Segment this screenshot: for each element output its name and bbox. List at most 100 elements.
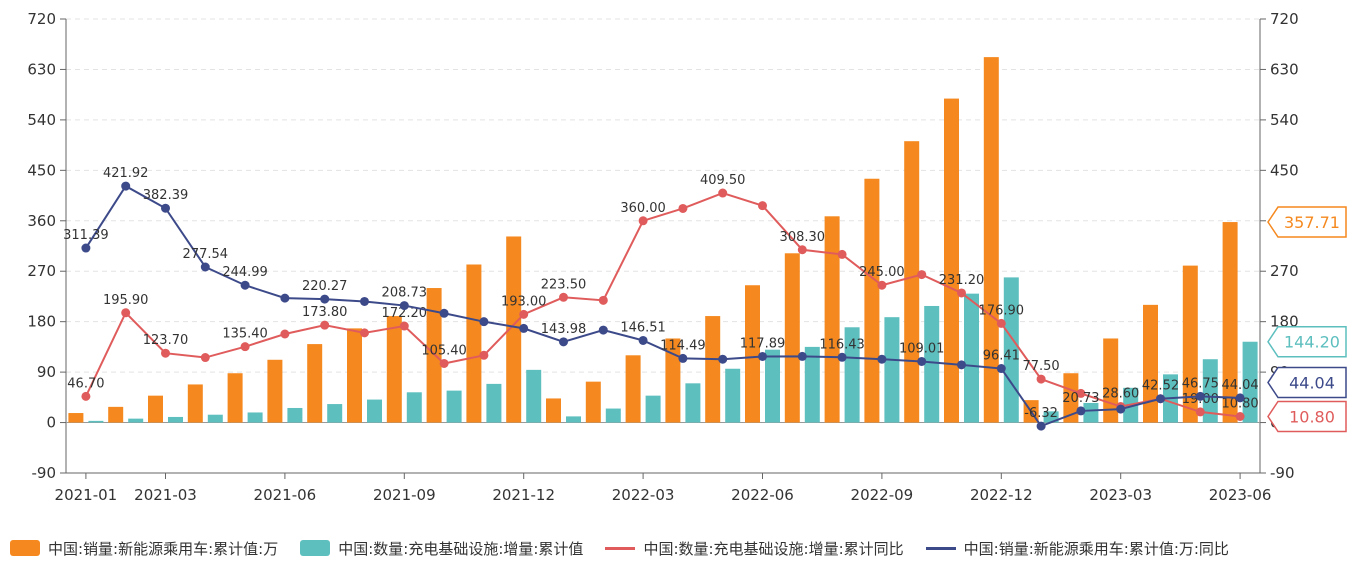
point-sales-yoy bbox=[718, 354, 728, 364]
y-tick-label-left: 360 bbox=[27, 212, 56, 230]
bar-sales bbox=[1222, 222, 1238, 423]
end-badge-box bbox=[1267, 206, 1347, 238]
line-sales-yoy bbox=[85, 184, 1241, 428]
end-badge-box bbox=[1267, 325, 1347, 358]
bar-charging bbox=[367, 399, 382, 423]
end-badge-value: 44.04 bbox=[1289, 374, 1335, 393]
legend-swatch-sales-yoy bbox=[925, 546, 956, 550]
legend-swatch-charging bbox=[300, 540, 331, 556]
bar-charging bbox=[605, 408, 621, 423]
point-charging-yoy bbox=[1195, 407, 1205, 417]
point-sales-yoy bbox=[917, 356, 927, 366]
data-label-charging-yoy: 10.80 bbox=[1221, 397, 1258, 412]
point-charging-yoy bbox=[399, 321, 409, 331]
bar-charging bbox=[964, 293, 979, 423]
data-label-charging-yoy: 308.30 bbox=[780, 230, 826, 245]
bar-charging bbox=[247, 412, 263, 423]
y-tick-label-left: 270 bbox=[27, 262, 56, 280]
point-charging-yoy bbox=[519, 309, 529, 319]
legend-item-sales-yoy-line[interactable]: 中国:销量:新能源乘用车:累计值:万:同比 bbox=[925, 538, 1229, 559]
bar-charging bbox=[486, 383, 502, 423]
bar-charging bbox=[804, 346, 820, 423]
bar-charging bbox=[1242, 341, 1258, 423]
point-sales-yoy bbox=[320, 294, 330, 304]
bar-sales bbox=[1182, 265, 1198, 423]
x-tick-label: 2021-06 bbox=[254, 486, 317, 504]
bar-sales bbox=[187, 384, 203, 423]
y-tick-label-left: 0 bbox=[46, 414, 56, 432]
x-tick-label: 2023-06 bbox=[1209, 486, 1272, 504]
data-label-charging-yoy: 176.90 bbox=[979, 303, 1025, 318]
bar-charging bbox=[765, 349, 780, 423]
y-tick-label-right: 270 bbox=[1270, 262, 1299, 280]
x-tick-label: 2021-01 bbox=[55, 486, 118, 504]
point-charging-yoy bbox=[1235, 412, 1245, 422]
bar-charging bbox=[446, 390, 462, 423]
data-label-charging-yoy: 195.90 bbox=[103, 293, 149, 308]
data-label-charging-yoy: 245.00 bbox=[859, 265, 905, 280]
y-tick-label-right: 630 bbox=[1270, 60, 1299, 78]
point-charging-yoy bbox=[718, 188, 728, 198]
bar-sales bbox=[546, 398, 561, 423]
bar-charging bbox=[1003, 277, 1019, 423]
data-label-sales-yoy: 220.27 bbox=[302, 279, 348, 294]
point-charging-yoy bbox=[280, 329, 290, 339]
bar-charging bbox=[884, 317, 900, 423]
point-charging-yoy bbox=[360, 328, 369, 338]
legend-item-sales-bar[interactable]: 中国:销量:新能源乘用车:累计值:万 bbox=[10, 538, 278, 559]
chart-canvas: 7207206306305405404504503603602702701801… bbox=[27, 10, 1347, 504]
x-tick-label: 2022-03 bbox=[612, 486, 675, 504]
point-sales-yoy bbox=[1116, 404, 1126, 414]
point-sales-yoy bbox=[598, 325, 608, 335]
point-sales-yoy bbox=[638, 335, 648, 345]
point-charging-yoy bbox=[81, 391, 91, 401]
legend-swatch-charging-yoy bbox=[605, 546, 636, 550]
point-charging-yoy bbox=[758, 201, 767, 211]
end-badge: 44.04 bbox=[1267, 366, 1347, 399]
data-label-charging-yoy: 105.40 bbox=[421, 343, 467, 358]
point-charging-yoy bbox=[161, 348, 170, 358]
data-label-charging-yoy: 231.20 bbox=[939, 273, 985, 288]
bar-sales bbox=[227, 373, 243, 423]
bar-charging bbox=[685, 383, 701, 423]
point-charging-yoy bbox=[678, 203, 688, 213]
point-sales-yoy bbox=[1036, 421, 1046, 431]
end-badge-value: 357.71 bbox=[1284, 213, 1340, 232]
bar-sales bbox=[745, 285, 760, 423]
bar-charging bbox=[526, 369, 542, 423]
line-charging-yoy bbox=[84, 191, 1241, 418]
point-sales-yoy bbox=[1076, 406, 1086, 416]
y-tick-label-right: 540 bbox=[1270, 111, 1299, 129]
point-sales-yoy bbox=[360, 296, 369, 306]
legend: 中国:销量:新能源乘用车:累计值:万 中国:数量:充电基础设施:增量:累计值 中… bbox=[10, 536, 1355, 560]
point-sales-yoy bbox=[957, 360, 966, 370]
data-label-sales-yoy: 114.49 bbox=[660, 338, 706, 353]
legend-swatch-sales bbox=[10, 540, 40, 556]
bar-sales bbox=[68, 413, 84, 423]
point-sales-yoy bbox=[758, 351, 767, 361]
point-charging-yoy bbox=[200, 353, 210, 363]
legend-item-charging-bar[interactable]: 中国:数量:充电基础设施:增量:累计值 bbox=[300, 538, 583, 559]
point-sales-yoy bbox=[877, 354, 887, 364]
end-badge: 357.71 bbox=[1267, 206, 1347, 238]
bar-charging bbox=[327, 404, 343, 423]
end-badge-value: 144.20 bbox=[1284, 333, 1340, 352]
bar-charging bbox=[566, 416, 581, 423]
end-badge-value: 10.80 bbox=[1289, 408, 1335, 427]
x-tick-label: 2022-09 bbox=[851, 486, 914, 504]
bar-sales bbox=[784, 253, 800, 423]
bar-sales bbox=[824, 216, 840, 423]
point-charging-yoy bbox=[121, 308, 131, 318]
bar-sales bbox=[108, 406, 124, 423]
bar-sales bbox=[1143, 304, 1158, 423]
point-charging-yoy bbox=[1036, 374, 1046, 384]
point-sales-yoy bbox=[479, 317, 489, 327]
legend-item-charging-yoy-line[interactable]: 中国:数量:充电基础设施:增量:累计同比 bbox=[605, 538, 904, 559]
bar-charging bbox=[128, 418, 144, 423]
point-charging-yoy bbox=[1076, 388, 1086, 398]
x-tick-label: 2022-06 bbox=[731, 486, 794, 504]
point-sales-yoy bbox=[519, 323, 529, 333]
data-label-charging-yoy: 28.60 bbox=[1102, 387, 1139, 402]
data-label-charging-yoy: 360.00 bbox=[620, 201, 666, 216]
bar-sales bbox=[705, 316, 721, 423]
